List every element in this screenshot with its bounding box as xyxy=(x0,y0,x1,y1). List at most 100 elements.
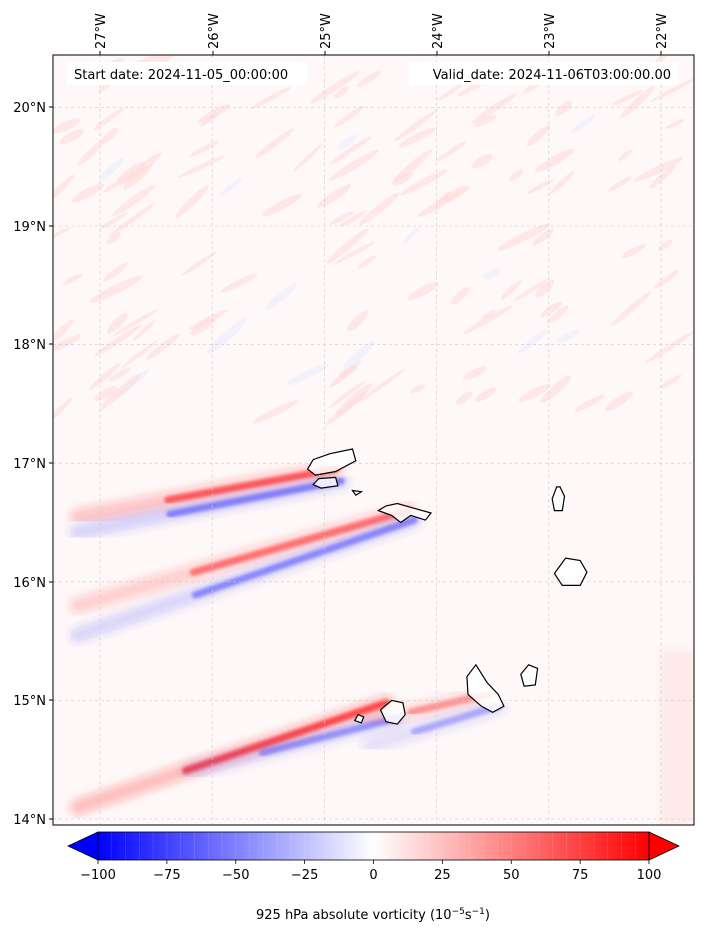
speckle xyxy=(59,128,85,145)
speckle xyxy=(471,154,493,169)
speckle xyxy=(645,331,694,364)
speckle xyxy=(188,309,228,331)
speckle xyxy=(619,85,655,119)
speckle xyxy=(336,134,358,151)
colorbar-caption: 925 hPa absolute vorticity (10−5s−1) xyxy=(256,907,490,923)
speckle xyxy=(98,212,128,230)
colorbar-gradient xyxy=(98,832,649,860)
speckle xyxy=(437,81,467,101)
speckle xyxy=(402,226,421,244)
lat-tick-label: 16°N xyxy=(13,576,46,591)
streak-core xyxy=(410,702,502,736)
speckle xyxy=(605,391,633,411)
map-frame xyxy=(52,54,695,826)
speckle xyxy=(53,174,75,205)
speckle xyxy=(610,290,652,327)
speckle xyxy=(146,333,180,360)
start-date-box xyxy=(67,62,307,85)
speckle xyxy=(334,86,349,99)
speckle xyxy=(53,334,82,352)
speckle xyxy=(347,310,369,332)
colorbar-extend-high xyxy=(648,831,680,861)
speckle xyxy=(292,142,324,173)
speckle xyxy=(335,383,373,416)
speckle xyxy=(317,184,352,208)
speckle xyxy=(483,268,500,280)
speckle xyxy=(526,124,551,146)
speckle xyxy=(555,100,573,116)
wake-santiago-neg xyxy=(361,698,507,754)
speckle xyxy=(570,114,596,134)
streak-core xyxy=(164,465,340,504)
speckle xyxy=(531,229,554,246)
speckle xyxy=(450,286,470,305)
speckle xyxy=(497,223,550,251)
speckle xyxy=(535,279,555,298)
speckle xyxy=(359,192,400,226)
speckle xyxy=(357,70,382,87)
speckle xyxy=(112,184,156,217)
speckle xyxy=(310,70,360,104)
speckle xyxy=(621,244,646,259)
island-outline xyxy=(312,476,339,489)
speckle xyxy=(89,275,143,303)
lat-tick-label: 14°N xyxy=(13,813,46,828)
speckle xyxy=(658,239,673,252)
speckle xyxy=(608,176,632,192)
speckle xyxy=(393,172,413,186)
speckle xyxy=(264,283,297,311)
speckle xyxy=(358,255,376,269)
wake-santo-antao-pos xyxy=(69,461,344,525)
edge-shading xyxy=(660,650,694,825)
speckle xyxy=(101,127,119,144)
speckle xyxy=(53,118,80,134)
speckle xyxy=(392,149,433,184)
speckle xyxy=(407,281,439,301)
speckle xyxy=(108,367,131,382)
map-background xyxy=(53,55,694,825)
speckle xyxy=(339,210,368,228)
colorbar-tick-label: 0 xyxy=(369,868,377,883)
speckle xyxy=(508,169,524,181)
speckle xyxy=(329,211,354,225)
speckle xyxy=(112,308,159,336)
colorbar-steps xyxy=(97,832,650,860)
lat-tick-label: 18°N xyxy=(13,338,46,353)
speckle xyxy=(343,340,375,370)
speckle xyxy=(462,305,512,335)
speckle xyxy=(540,301,562,318)
speckle xyxy=(540,375,571,404)
colorbar-tick-label: −25 xyxy=(291,868,318,883)
speckle xyxy=(88,362,121,391)
speckle xyxy=(517,329,548,355)
colorbar-tick-label: −75 xyxy=(153,868,180,883)
speckle xyxy=(106,313,128,334)
lon-tick-label: 26°W xyxy=(207,13,222,49)
speckle xyxy=(393,110,437,142)
speckle xyxy=(399,169,448,196)
streak-core xyxy=(166,477,345,518)
speckle xyxy=(527,179,554,194)
speckle xyxy=(500,280,522,300)
speckle xyxy=(206,317,248,355)
speckle xyxy=(175,185,209,218)
coastlines xyxy=(306,448,588,725)
speckle xyxy=(649,164,676,189)
island-outline xyxy=(551,486,566,512)
speckle xyxy=(218,177,243,197)
speckle xyxy=(654,269,680,289)
island-outline xyxy=(520,664,539,687)
speckle xyxy=(334,241,375,264)
speckle xyxy=(463,366,487,380)
colorbar-ticks: −100 −75 −50 −25 0 25 50 75 100 xyxy=(80,860,661,883)
speckle xyxy=(197,104,231,124)
speckle xyxy=(357,368,406,403)
speckle xyxy=(633,157,684,182)
wake-sao-nicolau-pos xyxy=(69,502,417,614)
speckle xyxy=(94,324,142,357)
speckle xyxy=(53,226,72,244)
speckle xyxy=(252,400,299,424)
speckle xyxy=(250,86,292,109)
speckle xyxy=(329,149,379,181)
speckle xyxy=(99,373,141,410)
